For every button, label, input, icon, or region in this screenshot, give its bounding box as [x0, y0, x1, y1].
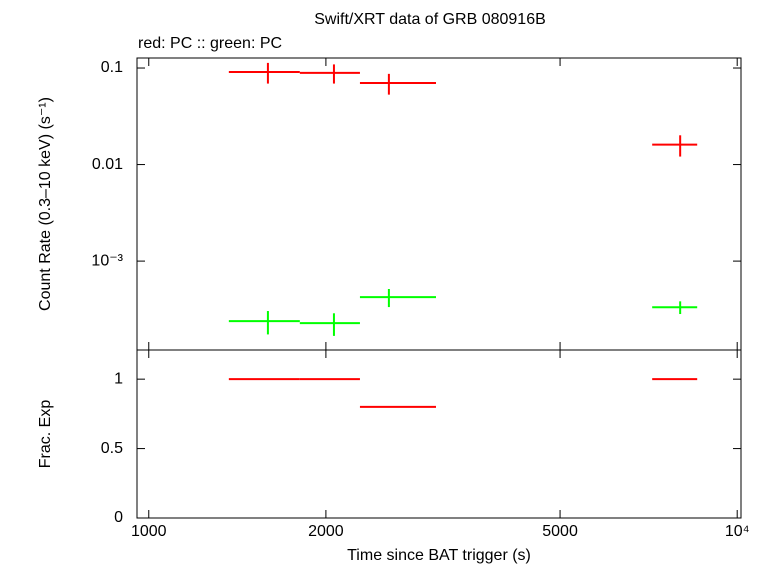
- plot-frame: [136, 349, 742, 519]
- x-tick-label: 2000: [308, 523, 344, 540]
- x-axis-label: Time since BAT trigger (s): [347, 547, 531, 564]
- y-tick-label: 0.1: [101, 59, 123, 76]
- x-tick-label: 1000: [131, 523, 167, 540]
- y-tick-label: 0.5: [101, 440, 123, 457]
- plot-frame: [136, 57, 742, 351]
- y-axis-label: Frac. Exp: [37, 400, 54, 469]
- x-tick-label: 10⁴: [725, 523, 750, 540]
- chart-title: Swift/XRT data of GRB 080916B: [314, 11, 546, 28]
- y-axis-label: Count Rate (0.3–10 keV) (s⁻¹): [37, 97, 54, 311]
- chart-subtitle: red: PC :: green: PC: [138, 35, 282, 52]
- y-tick-label: 0.01: [92, 156, 123, 173]
- y-tick-label: 1: [114, 370, 123, 387]
- y-tick-label: 0: [114, 509, 123, 526]
- y-tick-label: 10⁻³: [91, 252, 123, 269]
- x-tick-label: 5000: [542, 523, 578, 540]
